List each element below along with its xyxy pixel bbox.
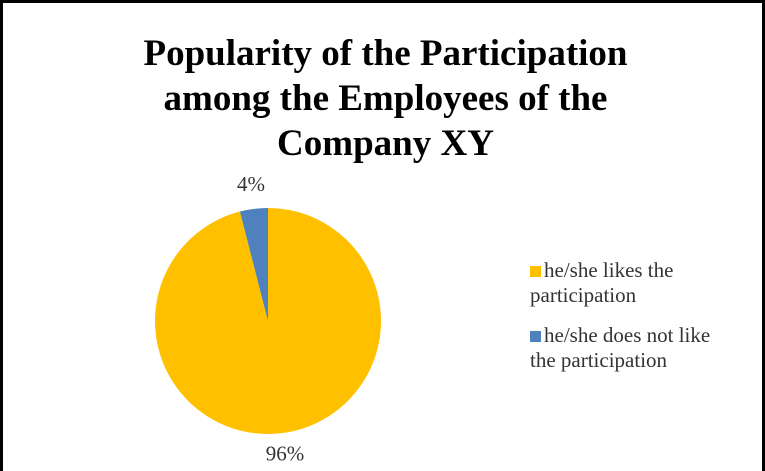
legend-swatch xyxy=(530,266,541,277)
legend-label: he/she does not like the participation xyxy=(530,323,711,372)
legend-entry: he/she does not like the participation xyxy=(530,323,735,373)
legend-entry: he/she likes the participation xyxy=(530,258,735,308)
data-label: 96% xyxy=(266,442,305,466)
legend-label: he/she likes the participation xyxy=(530,258,674,307)
chart-title: Popularity of the Participation among th… xyxy=(143,33,628,164)
legend-swatch xyxy=(530,331,541,342)
pie-slice xyxy=(155,208,382,435)
plot: 96% 4% xyxy=(155,172,382,466)
data-label: 4% xyxy=(237,172,265,196)
pie-slice xyxy=(239,208,268,321)
